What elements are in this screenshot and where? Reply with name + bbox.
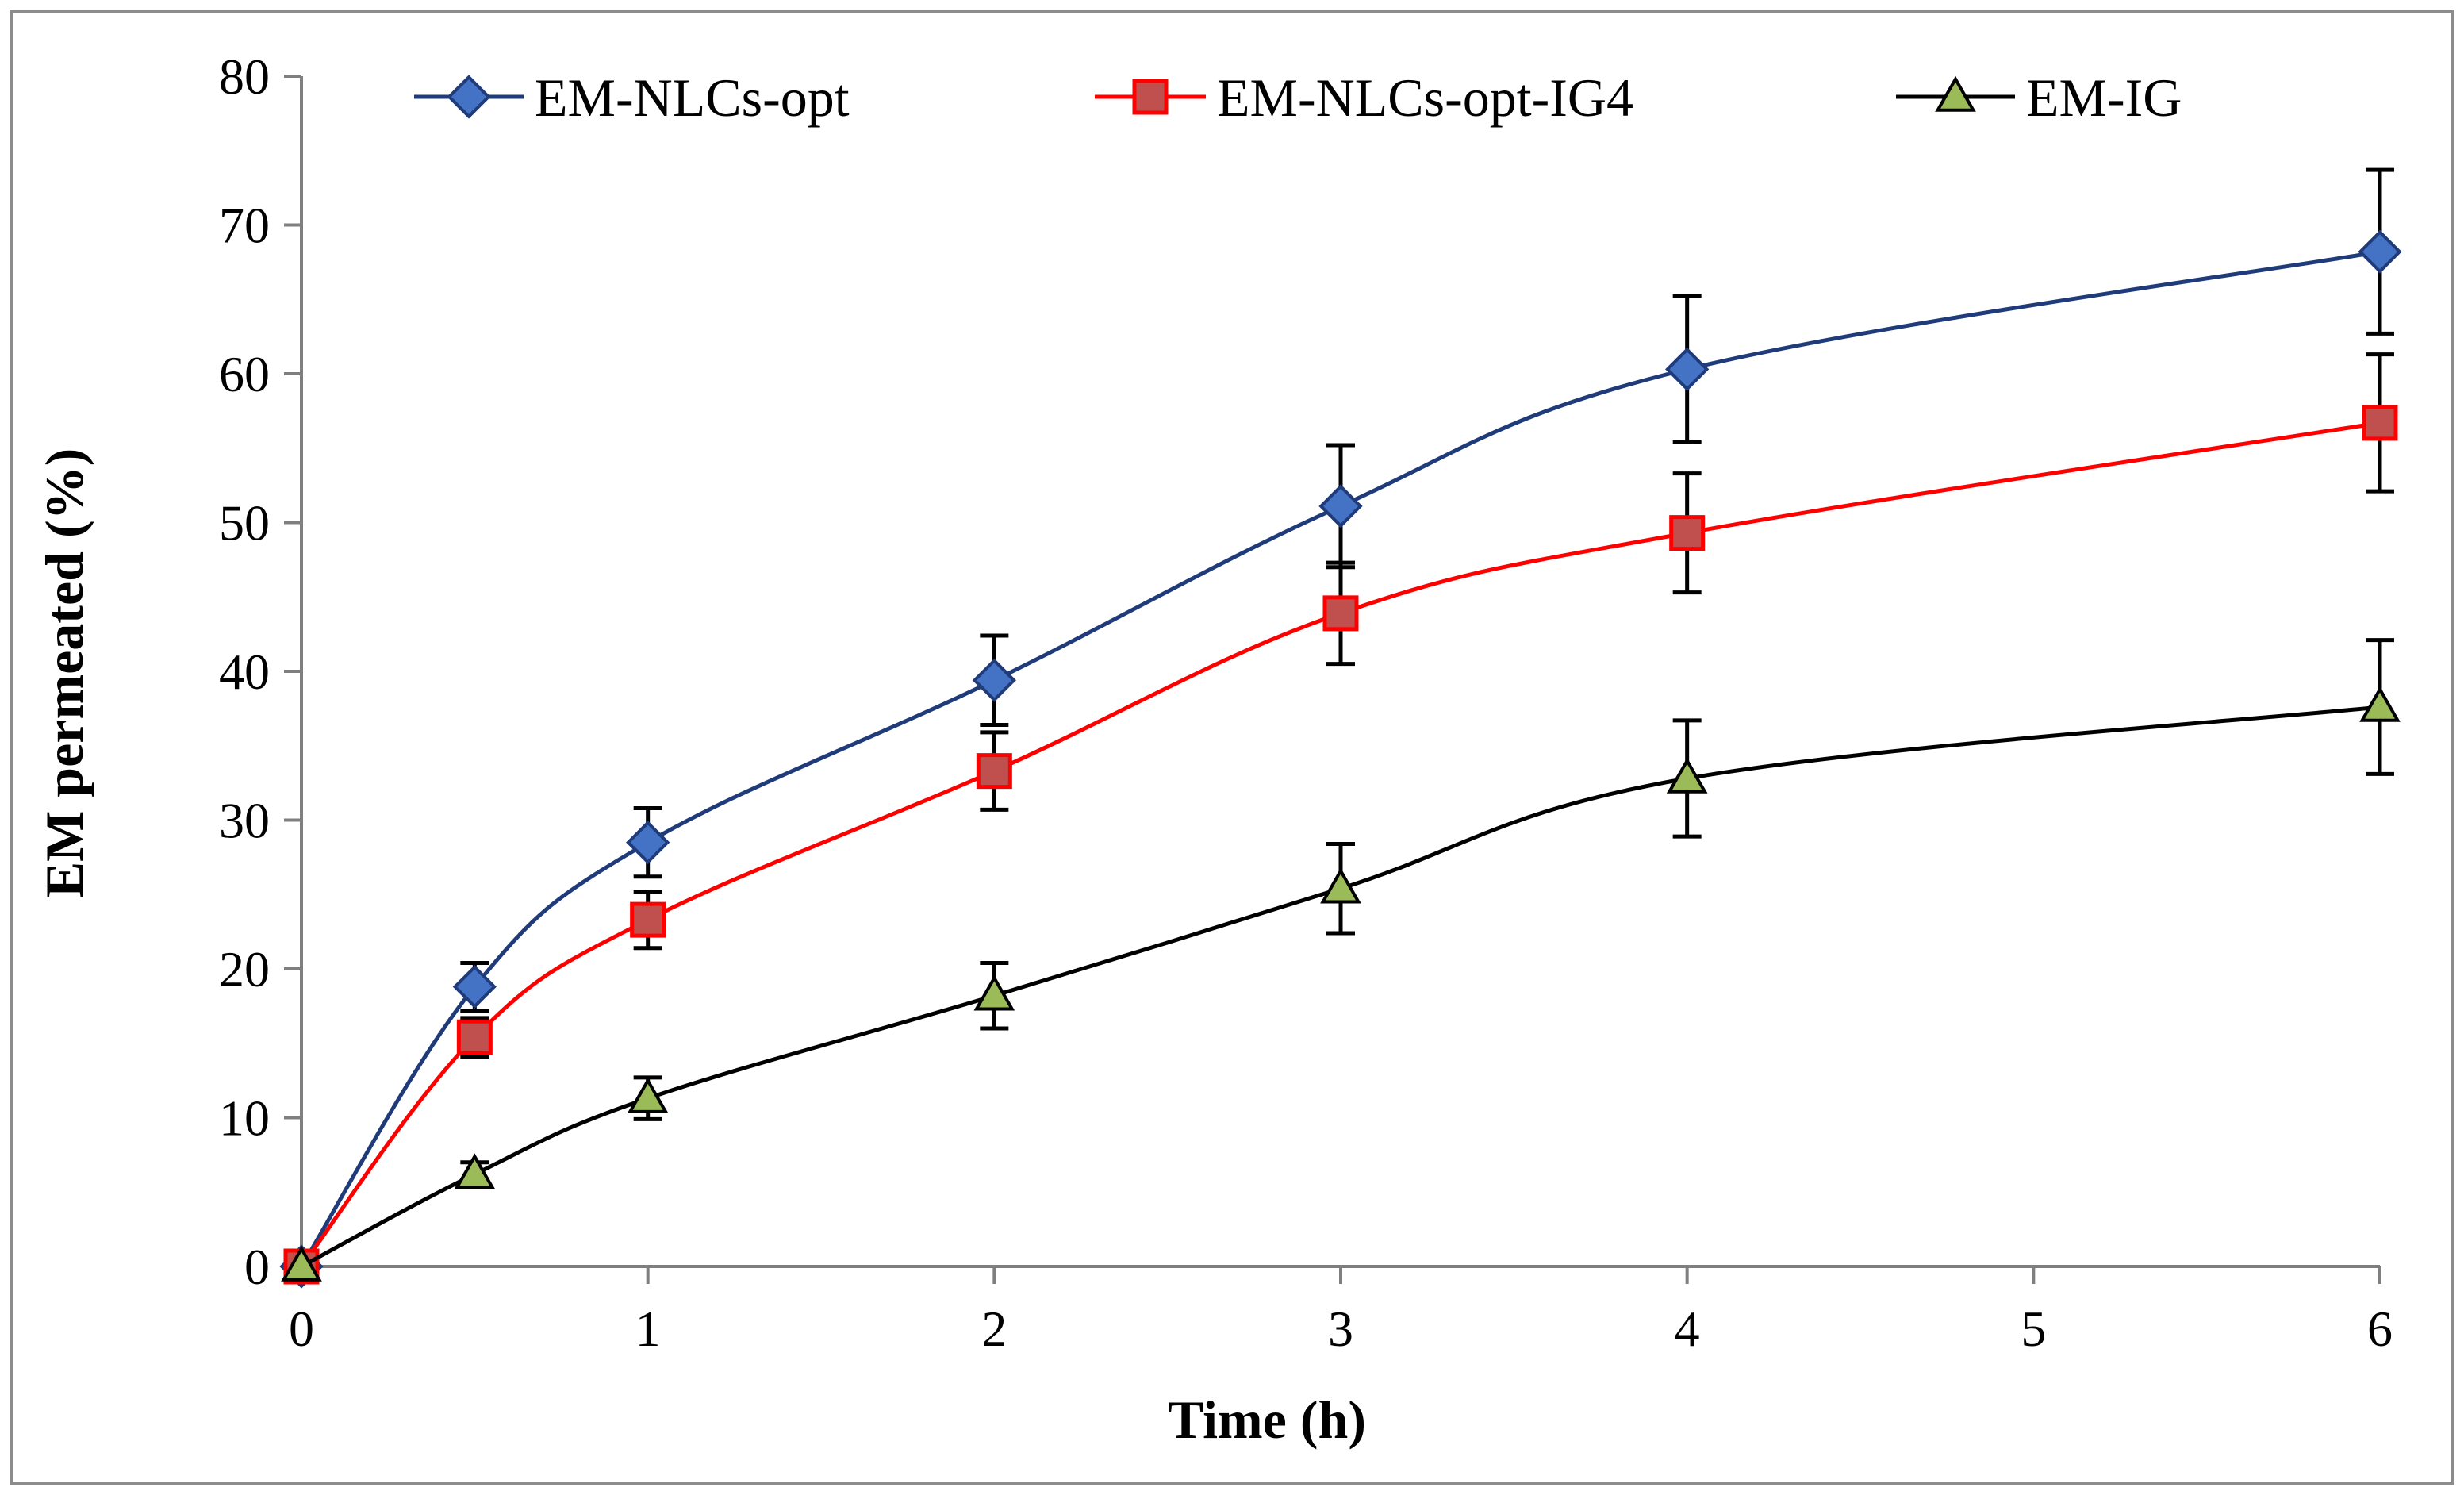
legend-marker bbox=[1935, 75, 1976, 112]
data-point bbox=[2359, 686, 2401, 722]
x-tick-label: 0 bbox=[289, 1301, 314, 1357]
x-tick-label: 1 bbox=[635, 1301, 661, 1357]
axes: 0 10 20 30 40 50 60 70 80 0 1 2 3 4 5 6 bbox=[219, 48, 2393, 1357]
x-tick-label: 4 bbox=[1675, 1301, 1700, 1357]
data-point bbox=[1666, 757, 1708, 794]
x-tick-label: 5 bbox=[2021, 1301, 2046, 1357]
legend-marker bbox=[447, 75, 491, 119]
legend-marker bbox=[1132, 79, 1169, 115]
legend: EM-NLCs-opt EM-NLCs-opt-IG4 EM-IG bbox=[414, 67, 2182, 128]
legend-label: EM-NLCs-opt-IG4 bbox=[1217, 67, 1633, 128]
legend-label: EM-IG bbox=[2026, 67, 2182, 128]
data-point bbox=[626, 820, 670, 865]
series-layer bbox=[279, 167, 2402, 1289]
data-point bbox=[452, 964, 497, 1009]
data-point bbox=[1322, 595, 1359, 632]
data-point bbox=[456, 1019, 493, 1055]
y-tick-label: 0 bbox=[244, 1239, 270, 1295]
y-tick-label: 40 bbox=[219, 644, 270, 700]
y-tick-label: 20 bbox=[219, 941, 270, 997]
y-tick-label: 80 bbox=[219, 48, 270, 105]
data-point bbox=[2362, 405, 2398, 441]
series-1 bbox=[283, 352, 2398, 1285]
data-point bbox=[2358, 229, 2402, 274]
data-point bbox=[1669, 515, 1706, 551]
data-point bbox=[973, 974, 1015, 1011]
y-tick-label: 10 bbox=[219, 1090, 270, 1147]
y-tick-label: 70 bbox=[219, 198, 270, 254]
series-0 bbox=[279, 167, 2402, 1289]
data-point bbox=[972, 658, 1016, 702]
data-point bbox=[1320, 867, 1361, 904]
data-point bbox=[627, 1077, 669, 1113]
x-tick-label: 6 bbox=[2367, 1301, 2393, 1357]
data-point bbox=[1665, 347, 1710, 392]
y-tick-label: 30 bbox=[219, 793, 270, 849]
series-2 bbox=[281, 638, 2401, 1282]
y-tick-label: 50 bbox=[219, 495, 270, 551]
data-point bbox=[630, 901, 666, 938]
data-point bbox=[1318, 484, 1363, 528]
data-point bbox=[281, 1245, 322, 1282]
y-tick-label: 60 bbox=[219, 346, 270, 402]
legend-label: EM-NLCs-opt bbox=[535, 67, 850, 128]
data-point bbox=[454, 1153, 496, 1189]
legend-item-1: EM-NLCs-opt-IG4 bbox=[1095, 67, 1633, 128]
x-tick-label: 3 bbox=[1328, 1301, 1353, 1357]
data-point bbox=[976, 753, 1012, 790]
chart-border bbox=[10, 10, 2454, 1485]
series-line bbox=[300, 705, 2381, 1269]
y-axis-title: EM permeated (%) bbox=[34, 448, 94, 897]
legend-item-0: EM-NLCs-opt bbox=[414, 67, 850, 128]
x-axis-title: Time (h) bbox=[1168, 1389, 1366, 1450]
x-tick-label: 2 bbox=[981, 1301, 1007, 1357]
legend-item-2: EM-IG bbox=[1896, 67, 2182, 128]
